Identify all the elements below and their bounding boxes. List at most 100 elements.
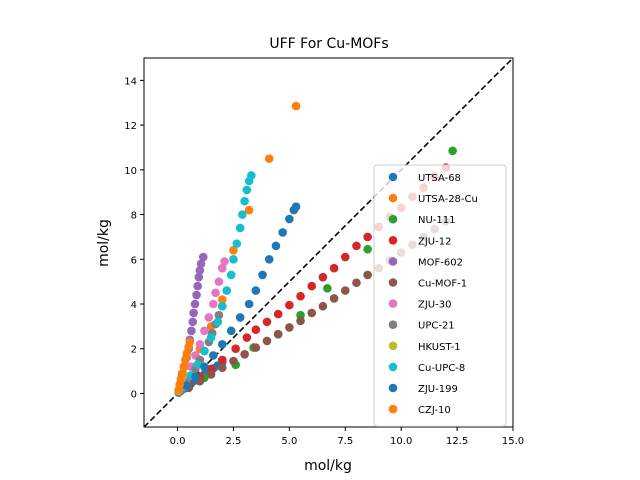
data-point	[318, 272, 328, 282]
data-point	[285, 300, 294, 310]
data-point	[191, 372, 200, 381]
data-point	[251, 325, 261, 335]
data-point	[194, 272, 204, 282]
y-axis: 0 2 4 6 8 10 12 14	[124, 76, 144, 400]
data-point	[200, 326, 209, 336]
legend-label: ZJU-199	[418, 384, 458, 395]
data-point	[296, 291, 305, 301]
data-point	[200, 346, 209, 356]
legend-box	[373, 164, 507, 427]
data-point	[251, 286, 261, 295]
legend-marker	[388, 362, 398, 372]
legend-marker	[388, 320, 398, 330]
legend-marker	[388, 299, 398, 308]
data-point	[192, 290, 201, 300]
data-point	[291, 202, 301, 212]
legend-label: UPC-21	[418, 321, 455, 332]
x-tick-label: 0.0	[170, 436, 186, 447]
legend-label: UTSA-68	[418, 173, 461, 184]
data-point	[217, 301, 227, 311]
data-point	[188, 317, 198, 327]
legend-marker	[388, 383, 398, 393]
y-tick-label: 2	[131, 345, 137, 356]
y-axis-label: mol/kg	[96, 219, 112, 267]
legend-label: ZJU-12	[418, 236, 451, 247]
data-point	[278, 228, 287, 237]
data-point	[190, 299, 200, 309]
data-point	[229, 246, 238, 255]
data-point	[217, 339, 227, 349]
data-point	[229, 254, 238, 264]
data-point	[232, 239, 242, 248]
x-axis: 0.0 2.5 5.0 7.5 10.0 12.5 15.0	[170, 427, 524, 447]
data-point	[193, 360, 202, 369]
legend-marker	[388, 257, 398, 266]
series-12	[174, 337, 195, 395]
series-10	[179, 171, 256, 392]
data-point	[340, 252, 350, 262]
data-point	[251, 343, 261, 352]
data-point	[209, 351, 218, 360]
y-tick-label: 12	[124, 121, 137, 132]
data-point	[193, 281, 202, 291]
data-point	[271, 241, 281, 251]
data-point	[244, 205, 254, 215]
data-point	[285, 323, 294, 332]
data-point	[217, 355, 227, 365]
legend-label: UTSA-28-Cu	[418, 194, 478, 205]
data-point	[262, 336, 272, 346]
y-tick-label: 8	[131, 211, 137, 222]
plot-frame	[143, 57, 514, 428]
data-point	[226, 326, 236, 336]
legend-label: Cu-UPC-8	[418, 363, 465, 374]
data-point	[240, 196, 249, 206]
x-tick-label: 10.0	[390, 436, 412, 447]
data-point	[209, 299, 218, 309]
legend-marker	[388, 193, 398, 203]
data-point	[329, 263, 339, 273]
data-point	[238, 210, 247, 219]
legend-label: NU-111	[418, 215, 456, 226]
x-tick-label: 5.0	[281, 436, 297, 447]
data-point	[196, 259, 206, 269]
data-point	[273, 309, 283, 319]
data-point	[195, 266, 205, 275]
data-point	[291, 101, 301, 111]
legend-label: MOF-602	[418, 257, 463, 268]
data-point	[217, 263, 227, 273]
legend-label: Cu-MOF-1	[418, 279, 467, 290]
data-point	[318, 301, 328, 311]
data-point	[323, 284, 332, 293]
y-tick-label: 4	[131, 300, 137, 311]
data-point	[244, 299, 254, 309]
data-point	[242, 333, 252, 342]
data-point	[329, 294, 339, 303]
data-point	[179, 362, 189, 371]
data-point	[262, 317, 272, 327]
legend-marker	[388, 404, 398, 414]
data-point	[247, 171, 256, 180]
data-point	[206, 370, 216, 379]
legend-marker	[388, 341, 398, 351]
data-point	[296, 316, 305, 326]
data-point	[181, 355, 190, 365]
data-point	[235, 223, 245, 233]
data-point	[264, 154, 274, 163]
x-axis-label: mol/kg	[304, 458, 352, 474]
data-point	[363, 232, 372, 242]
x-tick-label: 2.5	[226, 436, 242, 447]
data-point	[211, 288, 220, 298]
data-point	[217, 295, 227, 304]
data-point	[285, 214, 294, 224]
data-point	[177, 369, 187, 378]
data-point	[264, 254, 274, 264]
data-point	[229, 356, 238, 366]
data-point	[217, 363, 227, 373]
data-point	[352, 278, 361, 288]
data-point	[198, 252, 208, 262]
data-point	[195, 339, 205, 349]
x-tick-label: 15.0	[502, 436, 524, 447]
y-tick-label: 0	[131, 389, 137, 400]
